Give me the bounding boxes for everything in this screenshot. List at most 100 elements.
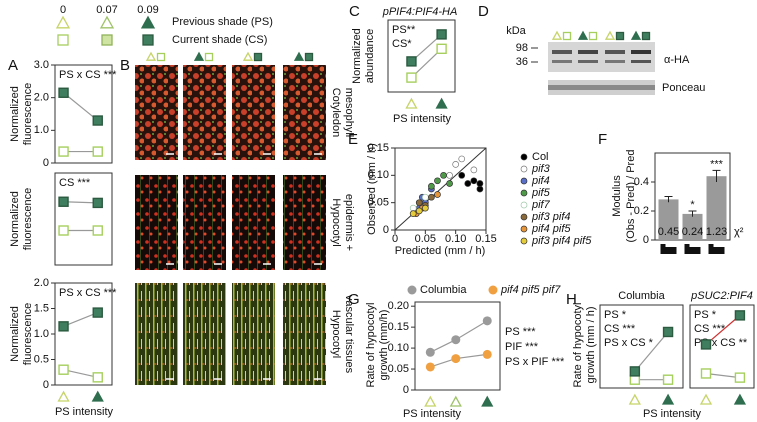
cs-symbol xyxy=(57,34,69,46)
cs-symbol xyxy=(253,52,263,62)
data-point xyxy=(92,372,103,383)
panel-letter: D xyxy=(478,3,489,20)
data-point xyxy=(409,204,417,212)
genotype-icon xyxy=(660,244,666,249)
ps-symbol xyxy=(630,30,642,40)
data-point xyxy=(425,362,435,372)
panel-title: pPIF4:PIF4-HA xyxy=(382,6,458,18)
cs-symbol xyxy=(588,31,598,41)
x-tick-label: 0 xyxy=(392,233,398,245)
micrograph xyxy=(183,283,226,385)
plot-frame xyxy=(394,147,487,231)
ps-symbol xyxy=(661,393,675,405)
bar xyxy=(658,199,679,240)
y-tick-label: 2.0 xyxy=(34,277,49,289)
series-line xyxy=(634,331,669,372)
data-point xyxy=(662,326,674,338)
axis-title: (Obs - Pred) / Pred xyxy=(625,150,637,243)
y-tick-label: 0.15 xyxy=(388,321,409,333)
ps-symbol xyxy=(193,51,205,61)
data-point xyxy=(476,185,484,193)
y-tick-label: 0.20 xyxy=(388,300,409,312)
axis-title: Predicted (mm / h) xyxy=(395,245,485,257)
axis-title: Rate of hypocotyl xyxy=(365,303,377,388)
data-point xyxy=(406,56,417,67)
data-point xyxy=(58,196,69,207)
data-point xyxy=(476,180,484,187)
micrograph xyxy=(232,283,275,385)
data-point xyxy=(92,146,103,157)
legend-label: Columbia xyxy=(420,284,467,296)
axis-title: mesophyll xyxy=(343,88,355,138)
legend-marker xyxy=(520,165,528,173)
axis-title: PS intensity xyxy=(403,408,462,420)
annotation: PS x PIF *** xyxy=(505,356,565,368)
genotype-icon xyxy=(708,244,714,249)
x-tick-label: 0.15 xyxy=(475,233,496,245)
blot-label: Ponceau xyxy=(662,82,705,94)
data-point xyxy=(428,193,435,201)
legend-label: pif3 pif4 xyxy=(531,211,571,223)
y-tick-label: 0.10 xyxy=(368,169,389,181)
data-point xyxy=(58,87,69,98)
cs-symbol xyxy=(156,52,166,62)
legend-label: pif4 pif5 pif7 xyxy=(500,284,561,296)
micrograph xyxy=(183,175,226,270)
annotation: PS x CS *** xyxy=(59,287,117,299)
micrograph xyxy=(283,65,326,160)
data-point xyxy=(700,368,712,379)
annotation: PS * xyxy=(694,309,717,321)
panel-title: pSUC2:PIF4 xyxy=(690,290,753,302)
legend-label: pif7 xyxy=(531,199,551,211)
cs-symbol xyxy=(304,52,314,62)
legend-marker xyxy=(520,189,528,197)
genotype-icon xyxy=(684,244,690,249)
blot-membrane xyxy=(548,42,655,72)
legend-level: 0 xyxy=(60,4,66,16)
chi2-label: 1.23 xyxy=(706,226,727,238)
chi2-label: χ² xyxy=(734,226,744,238)
data-point xyxy=(734,372,746,383)
data-point xyxy=(406,72,417,83)
legend-marker xyxy=(488,285,498,295)
data-point xyxy=(425,347,435,357)
data-point xyxy=(58,321,69,332)
legend-level: 0.07 xyxy=(96,4,117,16)
chi2-label: 0.24 xyxy=(682,226,703,238)
blot-band xyxy=(552,50,572,54)
annotation: CS* xyxy=(392,38,412,50)
y-tick-label: 0.2 xyxy=(634,205,649,217)
y-tick-label: 0.05 xyxy=(368,197,389,209)
significance: *** xyxy=(710,158,724,170)
ps-symbol xyxy=(449,395,462,407)
axis-title: Modulus xyxy=(611,175,623,217)
ps-symbol xyxy=(55,15,71,29)
data-point xyxy=(470,177,478,185)
series-line xyxy=(705,372,740,379)
data-point xyxy=(92,115,103,126)
blot-label: α-HA xyxy=(664,54,690,66)
y-tick-label: 0.10 xyxy=(388,342,409,354)
panel-title: Columbia xyxy=(618,290,665,302)
legend-marker xyxy=(520,201,528,209)
axis-title: Hypocotyl xyxy=(330,198,342,246)
data-point xyxy=(428,182,435,190)
data-point xyxy=(436,29,447,40)
axis-title: Normalized xyxy=(9,306,21,362)
data-point xyxy=(58,225,69,236)
legend-label: pif3 xyxy=(531,163,551,175)
y-tick-label: 0 xyxy=(643,234,649,246)
y-tick-label: 2.0 xyxy=(34,92,49,104)
cs-symbol xyxy=(101,34,113,46)
axis-title: fluorescence xyxy=(22,188,34,250)
y-tick-label: 0.5 xyxy=(34,353,49,365)
annotation: CS *** xyxy=(694,323,726,335)
bar xyxy=(682,213,703,240)
x-tick-label: 0.05 xyxy=(415,233,436,245)
plot-frame xyxy=(54,172,113,266)
significance: * xyxy=(690,199,695,211)
axis-title: Normalized xyxy=(9,191,21,247)
series-line xyxy=(63,312,98,327)
cs-symbol xyxy=(562,31,572,41)
panel-letter: A xyxy=(8,57,18,74)
